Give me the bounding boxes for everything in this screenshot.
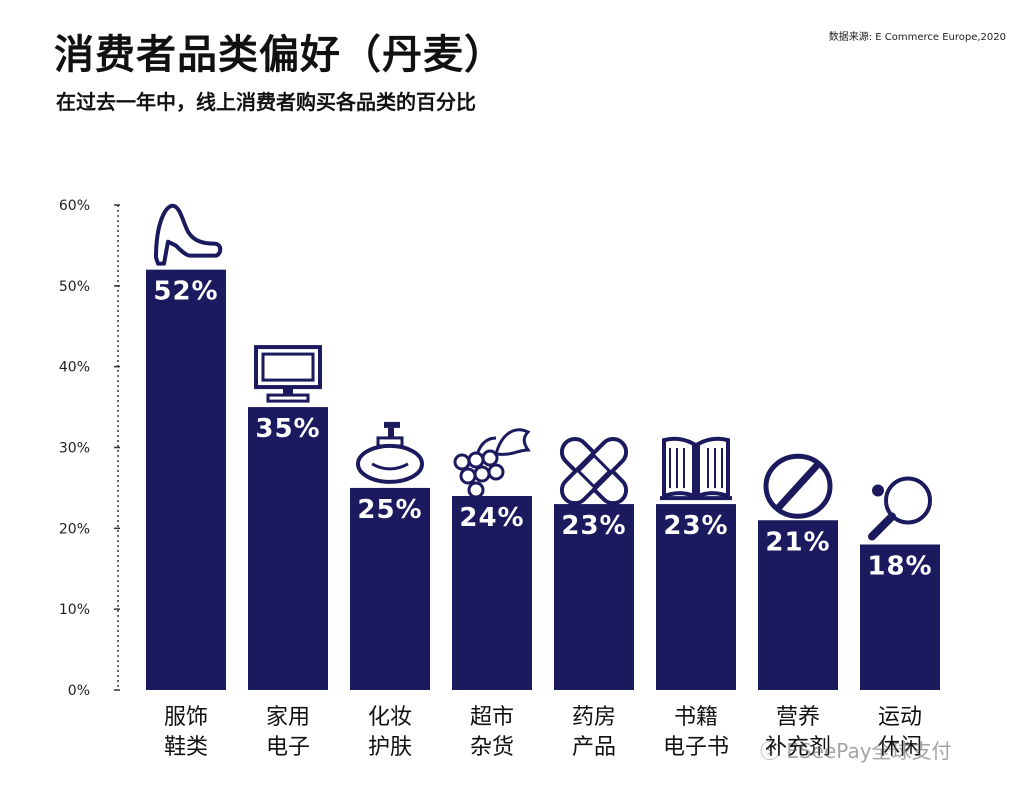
- watermark-text: ⓢ ESeePay全球支付: [760, 739, 952, 763]
- y-tick-label: 10%: [59, 602, 90, 618]
- x-category-label: 护肤: [368, 735, 412, 760]
- bar-value-label: 23%: [561, 511, 626, 541]
- open-book-icon: [660, 436, 732, 501]
- bar-value-label: 52%: [153, 277, 218, 307]
- y-tick-label: 30%: [59, 441, 90, 457]
- x-category-label: 化妆: [368, 705, 412, 730]
- bar: [248, 407, 328, 690]
- grapes-icon: [453, 428, 531, 499]
- source-note: 数据来源: E Commerce Europe,2020: [828, 32, 1006, 43]
- x-category-label: 超市: [470, 705, 514, 730]
- y-tick-label: 20%: [59, 521, 90, 537]
- x-category-label: 营养: [776, 705, 820, 730]
- bar-value-label: 24%: [459, 503, 524, 533]
- pill-icon: [763, 453, 833, 519]
- ping-pong-icon: [868, 476, 932, 541]
- y-tick-label: 40%: [59, 360, 90, 376]
- x-category-label: 家用: [266, 705, 310, 730]
- bar: [656, 504, 736, 690]
- x-category-label: 电子: [266, 735, 310, 760]
- x-category-label: 鞋类: [164, 735, 208, 760]
- x-category-label: 服饰: [164, 705, 208, 730]
- y-axis: 0% 10% 20% 30% 40% 50% 60%: [59, 198, 120, 699]
- high-heel-icon: [154, 203, 223, 266]
- bar: [350, 487, 430, 690]
- bar-value-label: 35%: [255, 414, 320, 444]
- bar: [146, 269, 226, 690]
- bandage-icon: [559, 436, 629, 506]
- page-subtitle: 在过去一年中，线上消费者购买各品类的百分比: [56, 90, 476, 114]
- bar: [452, 496, 532, 690]
- perfume-bottle-icon: [356, 421, 424, 484]
- x-category-label: 书籍: [674, 705, 718, 730]
- bar-value-label: 21%: [765, 527, 830, 557]
- x-category-label: 补充剂: [765, 735, 831, 760]
- x-category-label: 杂货: [470, 735, 514, 760]
- bar-value-label: 23%: [663, 511, 728, 541]
- y-tick-label: 60%: [59, 198, 90, 214]
- bar: [860, 544, 940, 690]
- bar-value-label: 25%: [357, 495, 422, 525]
- x-category-label: 药房: [572, 705, 616, 730]
- x-category-label: 运动: [878, 705, 922, 730]
- y-tick-label: 50%: [59, 279, 90, 295]
- monitor-icon: [254, 345, 322, 403]
- bar-value-label: 18%: [867, 552, 932, 582]
- bar: [554, 504, 634, 690]
- y-tick-label: 0%: [68, 683, 90, 699]
- page-title: 消费者品类偏好（丹麦）: [54, 32, 505, 78]
- bar: [758, 520, 838, 690]
- x-category-label: 电子书: [663, 735, 729, 760]
- x-category-label: 产品: [572, 735, 616, 760]
- x-category-label: 休闲: [878, 735, 922, 760]
